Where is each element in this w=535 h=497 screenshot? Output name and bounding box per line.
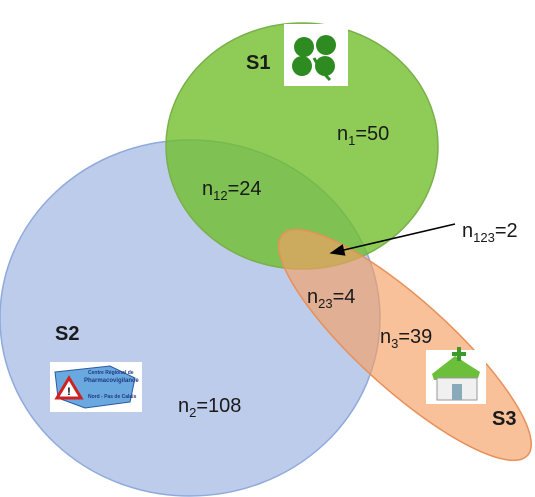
- pharmacovigilance-logo: ! Centre Régional de Pharmacovigilance N…: [50, 362, 142, 412]
- region-label: n1=50: [337, 123, 389, 148]
- subscript: 23: [318, 296, 332, 311]
- subscript: 1: [348, 133, 355, 148]
- clover-icon: [284, 24, 348, 86]
- warning-mark: !: [67, 386, 71, 398]
- region-label: n3=39: [380, 326, 432, 351]
- region-label: n23=4: [307, 286, 355, 311]
- value: =2: [495, 220, 518, 242]
- symbol: n: [380, 326, 391, 348]
- logo-text: Nord - Pas de Calais: [88, 394, 137, 400]
- value: =50: [355, 123, 389, 145]
- value: =24: [228, 178, 262, 200]
- symbol: n: [178, 395, 189, 417]
- pointer-arrow: [329, 223, 456, 256]
- set-label: S3: [492, 408, 516, 430]
- subscript: 3: [391, 336, 398, 351]
- value: =108: [196, 395, 241, 417]
- symbol: n: [462, 220, 473, 242]
- logo-text: Pharmacovigilance: [84, 378, 139, 384]
- subscript: 12: [213, 188, 227, 203]
- region-label: n123=2: [462, 220, 518, 245]
- symbol: n: [307, 286, 318, 308]
- subscript: 123: [473, 230, 495, 245]
- region-label: n12=24: [202, 178, 262, 203]
- symbol: n: [337, 123, 348, 145]
- pharmacy-icon: [426, 347, 486, 404]
- set-label: S2: [55, 323, 79, 345]
- value: =39: [398, 326, 432, 348]
- set-label: S1: [246, 52, 270, 74]
- value: =4: [333, 286, 356, 308]
- symbol: n: [202, 178, 213, 200]
- logo-text: Centre Régional de: [88, 370, 134, 376]
- region-label: n2=108: [178, 395, 241, 420]
- subscript: 2: [189, 405, 196, 420]
